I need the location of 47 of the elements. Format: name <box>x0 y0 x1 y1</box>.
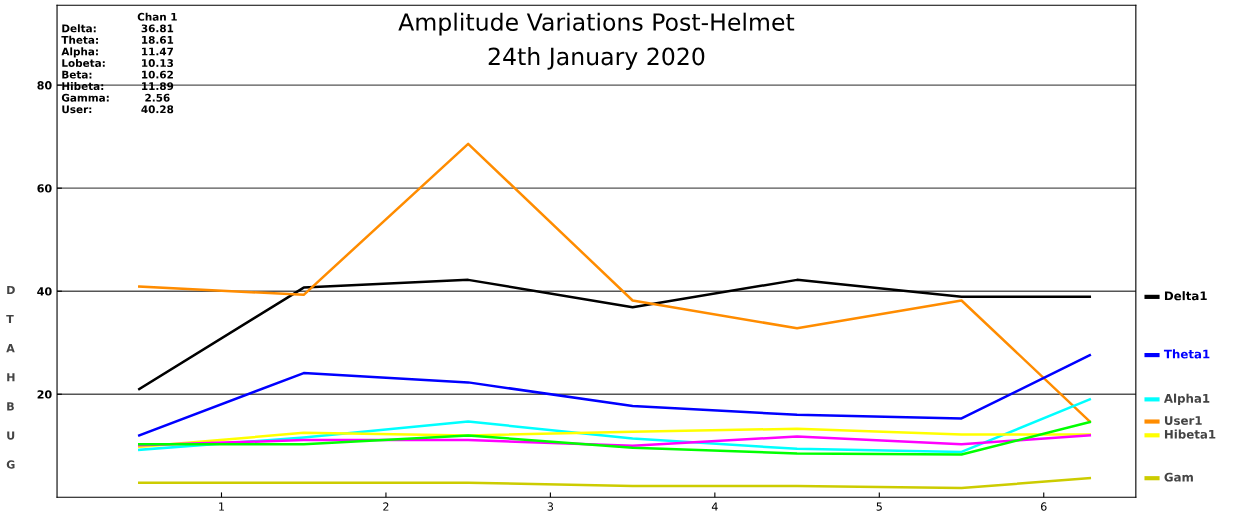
annotation: Beta: <box>62 70 92 79</box>
annotation: 40.28 <box>141 105 174 114</box>
text: 24th January 2020 <box>488 47 705 70</box>
legend-label: Gam <box>1164 472 1193 482</box>
text: H <box>7 373 15 382</box>
x-tick-label: 5 <box>876 502 882 511</box>
legend-label: User1 <box>1164 416 1202 425</box>
annotation: User: <box>62 105 92 114</box>
y-tick-label: 80 <box>37 81 52 90</box>
x-tick-label: 1 <box>219 502 224 511</box>
y-tick-label: 40 <box>37 287 52 296</box>
annotation: 10.13 <box>142 59 174 67</box>
line-series <box>138 476 1092 490</box>
annotation: Chan 1 <box>137 12 177 21</box>
legend-label: Alpha1 <box>1163 393 1210 406</box>
x-tick-label: 6 <box>1040 502 1047 511</box>
y-tick-label: 20 <box>37 390 52 399</box>
legend-label: Hibeta1 <box>1164 429 1216 439</box>
annotation: 2.56 <box>145 93 170 102</box>
x-tick-label: 3 <box>547 502 554 511</box>
annotation: Lobeta: <box>62 58 105 67</box>
x-tick-label: 4 <box>711 502 718 511</box>
annotation: 10.62 <box>142 70 173 79</box>
annotation: Hibeta: <box>62 82 104 91</box>
text: G <box>6 460 15 469</box>
annotation: Alpha: <box>61 47 98 58</box>
annotation: Theta: <box>61 35 98 44</box>
annotation: 36.81 <box>141 24 174 33</box>
text: U <box>7 431 15 440</box>
legend-label: Delta1 <box>1164 291 1207 301</box>
line-series <box>138 353 1092 437</box>
chart-title: Amplitude Variations Post-Helmet <box>398 12 795 36</box>
line-series <box>138 278 1092 391</box>
annotation: 18.61 <box>142 35 174 44</box>
line-series <box>138 420 1092 456</box>
annotation: Delta: <box>62 24 96 33</box>
x-tick-label: 2 <box>383 502 389 511</box>
text: A <box>6 344 15 353</box>
line-series <box>138 142 1092 423</box>
annotation: 11.89 <box>142 82 174 91</box>
y-tick-label: 60 <box>37 184 52 193</box>
text: B <box>7 402 14 411</box>
annotation: Gamma: <box>61 93 109 102</box>
legend-label: Theta1 <box>1163 349 1210 359</box>
text: D <box>7 285 15 295</box>
annotation: 11.47 <box>142 47 174 56</box>
text: T <box>6 315 14 324</box>
